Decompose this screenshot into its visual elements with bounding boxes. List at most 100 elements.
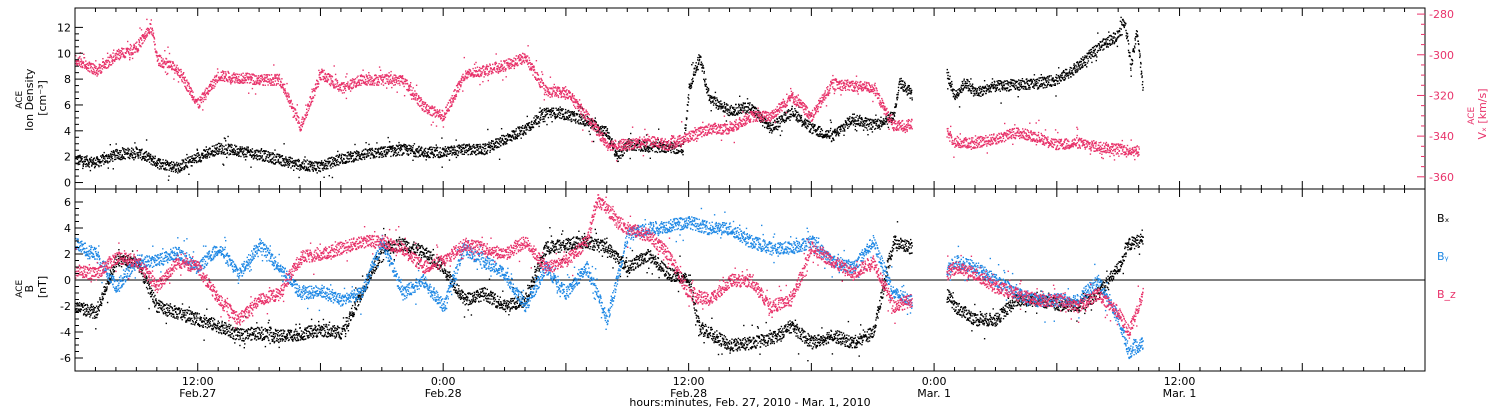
- data-point: [277, 153, 279, 155]
- data-point: [435, 144, 437, 146]
- data-point: [614, 155, 616, 157]
- data-point: [677, 151, 680, 153]
- data-point: [178, 165, 181, 167]
- data-point: [511, 130, 513, 132]
- data-point: [621, 154, 623, 156]
- data-point: [1016, 86, 1018, 88]
- data-point: [903, 81, 906, 83]
- data-point: [911, 89, 913, 92]
- data-point: [578, 115, 581, 118]
- data-point: [545, 114, 547, 117]
- data-point: [539, 116, 542, 119]
- data-point: [856, 120, 859, 122]
- data-point: [197, 103, 199, 106]
- data-point: [977, 94, 979, 96]
- data-point: [84, 158, 86, 161]
- data-point: [444, 146, 447, 148]
- data-point: [777, 128, 779, 131]
- data-point: [530, 123, 532, 126]
- data-point: [455, 152, 457, 154]
- data-point: [1024, 86, 1027, 88]
- data-point: [239, 149, 241, 151]
- data-point: [569, 114, 572, 117]
- data-point: [301, 166, 303, 168]
- data-point: [692, 73, 695, 75]
- data-point: [224, 153, 227, 155]
- data-point: [319, 164, 321, 167]
- data-point: [218, 146, 221, 148]
- data-point: [1076, 68, 1078, 70]
- data-point: [854, 119, 856, 121]
- data-point: [348, 160, 351, 162]
- data-point: [244, 148, 246, 150]
- data-point: [167, 163, 169, 165]
- data-point: [120, 150, 122, 152]
- data-point: [135, 155, 137, 157]
- data-point: [617, 156, 620, 158]
- data-point: [241, 79, 244, 81]
- data-point: [118, 156, 120, 158]
- data-point: [496, 138, 498, 140]
- data-point: [176, 165, 178, 167]
- data-point: [519, 129, 521, 132]
- data-point: [246, 82, 248, 84]
- data-point: [687, 104, 689, 106]
- data-point: [1069, 73, 1072, 75]
- data-point: [428, 156, 430, 158]
- data-point: [232, 80, 234, 82]
- data-point: [428, 156, 430, 159]
- data-point: [411, 149, 414, 151]
- data-point: [107, 167, 109, 169]
- data-point: [132, 151, 134, 154]
- data-point: [111, 158, 114, 160]
- data-point: [484, 143, 487, 145]
- data-point: [1043, 76, 1045, 79]
- data-point: [1037, 87, 1040, 90]
- data-point: [816, 134, 819, 136]
- data-point: [779, 125, 781, 128]
- data-point: [227, 147, 229, 149]
- data-point: [959, 90, 961, 92]
- data-point: [884, 123, 886, 125]
- data-point: [165, 63, 167, 66]
- data-point: [304, 156, 306, 158]
- data-point: [94, 64, 96, 67]
- data-point: [143, 40, 146, 42]
- data-point: [372, 153, 374, 156]
- data-point: [1014, 82, 1016, 85]
- data-point: [459, 145, 462, 148]
- data-point: [453, 149, 455, 151]
- data-point: [663, 143, 665, 146]
- data-point: [292, 164, 294, 167]
- data-point: [342, 162, 344, 164]
- data-point: [110, 55, 112, 58]
- data-point: [79, 55, 81, 58]
- data-point: [1139, 55, 1141, 57]
- data-point: [649, 150, 651, 153]
- data-point: [836, 127, 839, 129]
- data-point: [818, 133, 820, 136]
- data-point: [662, 150, 664, 153]
- data-point: [453, 147, 455, 149]
- data-point: [775, 126, 777, 128]
- data-point: [598, 127, 601, 130]
- data-point: [178, 75, 180, 77]
- data-point: [554, 116, 556, 118]
- data-point: [462, 146, 465, 149]
- data-point: [1125, 35, 1127, 37]
- data-point: [127, 156, 129, 159]
- data-point: [825, 135, 827, 137]
- data-point: [469, 153, 472, 156]
- data-point: [90, 161, 92, 163]
- data-point: [757, 109, 759, 111]
- data-point: [703, 72, 705, 74]
- data-point: [500, 140, 502, 142]
- data-point: [208, 152, 210, 154]
- data-point: [345, 162, 348, 164]
- data-point: [396, 148, 398, 150]
- data-point: [350, 152, 352, 154]
- data-point: [693, 74, 695, 76]
- data-point: [502, 144, 505, 146]
- data-point: [1057, 75, 1060, 77]
- data-point: [417, 156, 419, 158]
